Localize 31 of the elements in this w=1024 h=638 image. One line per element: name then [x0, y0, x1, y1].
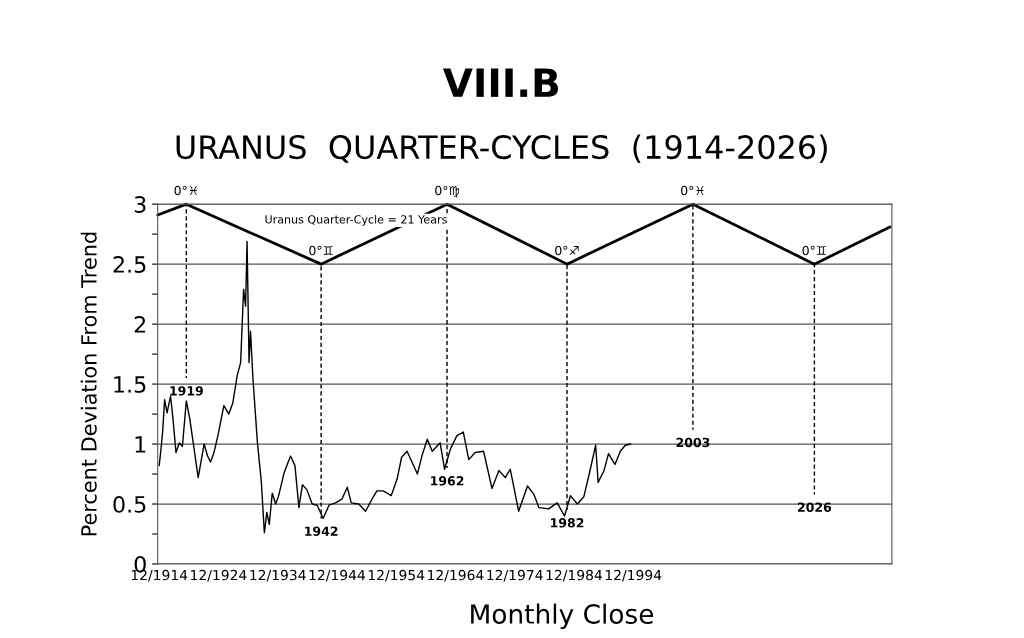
y-tick-label: 3: [134, 196, 146, 213]
y-axis-title: Percent Deviation From Trend: [80, 232, 97, 536]
annotation: 2003: [676, 437, 710, 448]
annotation: 0°♍: [435, 185, 460, 198]
x-tick-label: 12/1984: [546, 569, 602, 582]
annotation: 0°♊: [802, 245, 826, 256]
chart-title: VIII.B: [442, 68, 558, 97]
annotation: 0°♓: [681, 185, 704, 196]
annotation: 0°♓: [174, 185, 198, 196]
x-tick-label: 12/1974: [487, 569, 543, 582]
annotation: 1919: [170, 386, 203, 396]
x-tick-label: 12/1944: [309, 569, 365, 582]
y-tick-label: 0.5: [113, 495, 146, 513]
annotation: 0°♊: [309, 245, 333, 256]
x-tick-label: 12/1994: [605, 569, 662, 582]
annotation: Uranus Quarter-Cycle = 21 Years: [265, 214, 447, 226]
annotation: 0°♐: [555, 245, 579, 256]
x-tick-label: 12/1934: [250, 569, 306, 582]
chart-subtitle: URANUS QUARTER-CYCLES (1914-2026): [176, 134, 827, 163]
y-tick-label: 2: [134, 316, 146, 333]
annotation: 1982: [551, 518, 584, 528]
y-tick-label: 1.5: [114, 376, 146, 393]
x-tick-label: 12/1924: [191, 569, 247, 582]
annotation: 1942: [305, 526, 338, 536]
annotation: 1962: [431, 476, 464, 486]
x-tick-label: 12/1964: [428, 569, 484, 582]
x-axis-title: Monthly Close: [471, 603, 654, 630]
y-tick-label: 2.5: [113, 256, 146, 273]
y-tick-label: 1: [135, 436, 146, 453]
x-tick-label: 12/1954: [368, 569, 425, 582]
annotation: 2026: [797, 502, 832, 512]
